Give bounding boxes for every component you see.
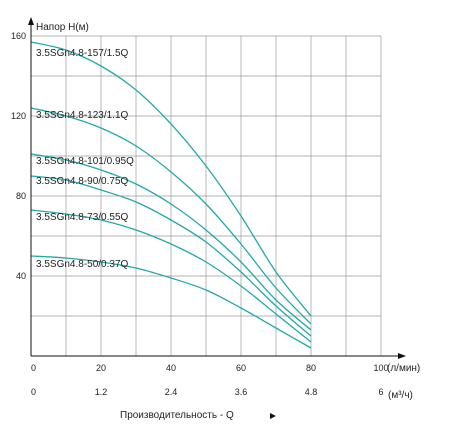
grid (31, 35, 382, 356)
series-label: 3.5SGn4.8-90/0.75Q (36, 176, 129, 187)
axes (28, 17, 406, 359)
series-label: 3.5SGn4.8-73/0.55Q (36, 212, 129, 223)
x2-tick-label: 2.4 (165, 387, 178, 397)
y-tick-label: 160 (11, 31, 26, 41)
x-title-arrow-icon (270, 413, 276, 419)
series-curve (30, 255, 312, 349)
series-curve (30, 153, 312, 331)
x2-tick-label: 3.6 (235, 387, 248, 397)
series-curve (30, 107, 312, 325)
y-tick-label: 40 (16, 271, 26, 281)
curves (30, 41, 312, 349)
x2-tick-label: 0 (31, 387, 36, 397)
x2-axis-unit: (м³/ч) (388, 390, 413, 401)
x2-tick-label: 4.8 (305, 387, 318, 397)
series-curve (30, 209, 312, 343)
y-axis-arrow-icon (28, 17, 34, 25)
series-label: 3.5SGn4.8-123/1.1Q (36, 110, 129, 121)
x-tick-label: 20 (96, 363, 106, 373)
x-tick-label: 100 (373, 363, 388, 373)
x2-tick-label: 1.2 (95, 387, 108, 397)
series-curve (30, 41, 312, 317)
x-tick-label: 60 (236, 363, 246, 373)
x2-tick-label: 6 (378, 387, 383, 397)
y-axis-title: Напор H(м) (36, 22, 89, 33)
series-curve (30, 175, 312, 337)
series-label: 3.5SGn4.8-101/0.95Q (36, 156, 134, 167)
x-axis-arrow-icon (398, 353, 406, 359)
x-tick-label: 0 (31, 363, 36, 373)
x-axis-unit: (л/мин) (387, 363, 420, 374)
y-tick-label: 120 (11, 111, 26, 121)
tick-labels: 40 80 120 160 0 20 40 60 80 100 0 1.2 2.4 3.6 4.8 6 (11, 31, 389, 397)
x-tick-label: 40 (166, 363, 176, 373)
x-axis-title: Производительность - Q (120, 410, 234, 421)
y-tick-label: 80 (16, 191, 26, 201)
x-tick-label: 80 (306, 363, 316, 373)
series-labels: 3.5SGn4.8-157/1.5Q 3.5SGn4.8-123/1.1Q 3.5S… (36, 48, 134, 270)
series-label: 3.5SGn4.8-50/0.37Q (36, 259, 129, 270)
series-label: 3.5SGn4.8-157/1.5Q (36, 48, 129, 59)
